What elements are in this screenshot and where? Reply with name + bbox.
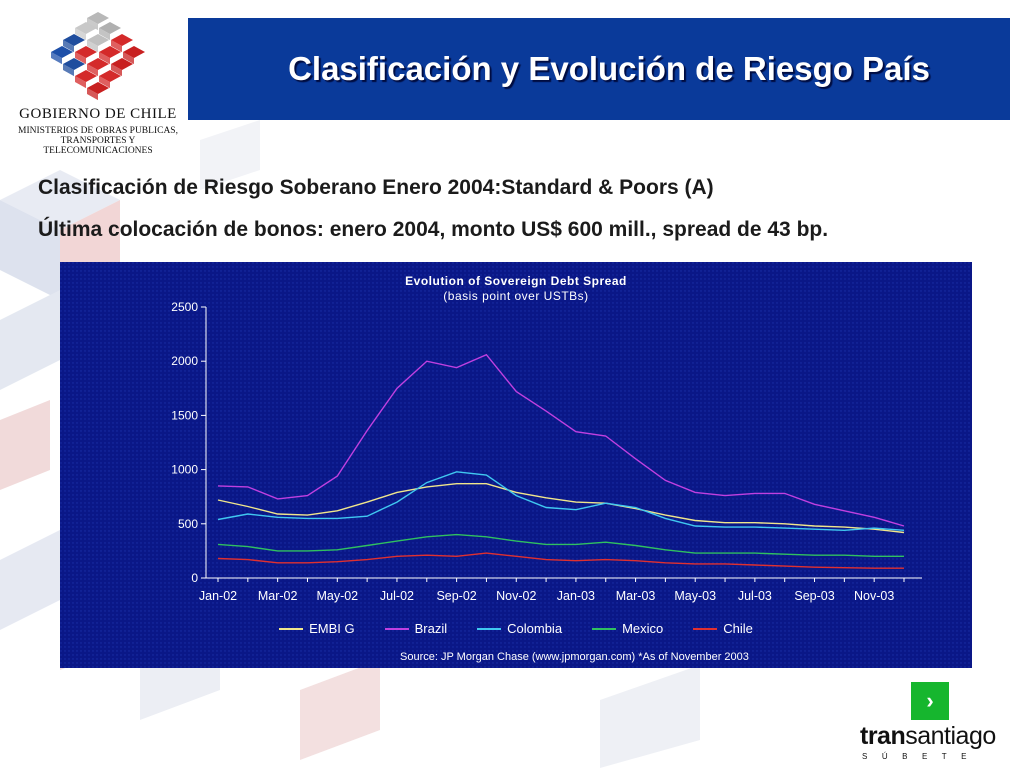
legend-item: Brazil (384, 621, 448, 636)
series-line-brazil (217, 353, 905, 527)
y-tick-label: 2000 (171, 354, 198, 368)
logo-cube-side (75, 52, 86, 65)
logo-cube (75, 45, 97, 59)
y-tick-label: 0 (191, 571, 198, 585)
series-line-chile (217, 552, 904, 569)
legend-label: Colombia (507, 621, 563, 636)
logo-cube-side (99, 52, 110, 65)
x-tick-label: Jan-03 (557, 589, 595, 603)
chart-source: Source: JP Morgan Chase (www.jpmorgan.co… (400, 651, 749, 663)
logo-cube (123, 45, 145, 59)
next-slide-button[interactable]: › (911, 682, 949, 720)
legend-item: Chile (693, 621, 753, 636)
logo-cube (111, 57, 133, 71)
logo-cube-side (111, 40, 122, 53)
logo-cube-side (87, 64, 98, 77)
legend-item: Mexico (592, 621, 663, 636)
y-tick-label: 1000 (171, 463, 198, 477)
logo-cube-side (111, 64, 122, 77)
logo-cube-side (99, 76, 110, 89)
x-tick-label: Sep-03 (794, 589, 834, 603)
legend-swatch (693, 627, 718, 630)
government-logo: GOBIERNO DE CHILE MINISTERIOS DE OBRAS P… (6, 10, 190, 160)
chevron-right-icon: › (926, 688, 934, 713)
logo-cube (51, 45, 73, 59)
cubes-emblem-icon (51, 11, 145, 101)
legend-swatch (592, 627, 617, 630)
y-tick-label: 1500 (171, 408, 198, 422)
legend-swatch (477, 627, 502, 630)
legend-label: Mexico (622, 621, 664, 636)
chart-legend: EMBI G Brazil Colombia Mexico Chile (60, 621, 972, 636)
logo-cube-side (87, 88, 98, 101)
x-tick-label: May-03 (674, 589, 716, 603)
chart-title: Evolution of Sovereign Debt Spread (405, 274, 627, 288)
legend-label: EMBI G (309, 621, 355, 636)
legend-label: Chile (723, 621, 753, 636)
y-tick-label: 2500 (171, 300, 198, 314)
logo-cube-side (99, 28, 110, 41)
logo-cube (99, 45, 121, 59)
y-tick-label: 500 (178, 517, 198, 531)
x-tick-label: Jul-02 (380, 589, 414, 603)
title-banner: Clasificación y Evolución de Riesgo País (188, 18, 1010, 120)
logo-cube-side (123, 52, 134, 65)
x-tick-label: May-02 (316, 589, 358, 603)
logo-cube (87, 57, 109, 71)
logo-cube-side (87, 40, 98, 53)
logo-cube-side (63, 40, 74, 53)
page-title: Clasificación y Evolución de Riesgo País (288, 50, 930, 87)
x-tick-label: Jul-03 (738, 589, 772, 603)
legend-swatch (279, 627, 304, 630)
series-line-colombia (217, 471, 905, 532)
ministry-line-1: MINISTERIOS DE OBRAS PUBLICAS, (18, 126, 178, 136)
rating-line: Clasificación de Riesgo Soberano Enero 2… (38, 176, 714, 199)
logo-cube (63, 57, 85, 71)
legend-label: Brazil (414, 621, 448, 636)
transantiago-logo: transantiago SÚBETE (860, 722, 996, 761)
x-tick-label: Mar-03 (616, 589, 656, 603)
brand-tagline: SÚBETE (862, 752, 982, 761)
x-tick-label: Sep-02 (436, 589, 476, 603)
brand-name-bold: tran (860, 722, 906, 750)
org-name: GOBIERNO DE CHILE (19, 106, 177, 122)
logo-cube-side (51, 52, 62, 65)
logo-cube-side (75, 76, 86, 89)
logo-cube (87, 11, 109, 25)
chart-subtitle: (basis point over USTBs) (443, 289, 589, 303)
legend-item: Colombia (477, 621, 562, 636)
series-line-mexico (217, 533, 904, 557)
series-line-embi-g (217, 482, 905, 534)
x-tick-label: Nov-02 (496, 589, 536, 603)
legend-swatch (384, 627, 409, 630)
logo-cube-side (63, 64, 74, 77)
legend-item: EMBI G (279, 621, 355, 636)
x-tick-label: Jan-02 (199, 589, 237, 603)
x-tick-label: Mar-02 (258, 589, 298, 603)
chart-plot: 0 500 1000 1500 2000 2500 Jan-02 Mar-02 May-02 Ju… (60, 262, 972, 668)
logo-cube-side (75, 28, 86, 41)
brand-name-rest: santiago (905, 722, 996, 750)
chart-background (60, 262, 972, 668)
spread-chart: 0 500 1000 1500 2000 2500 Jan-02 Mar-02 May-02 Ju… (60, 262, 972, 668)
ministry-line-2: TRANSPORTES Y (60, 136, 136, 146)
bond-line: Última colocación de bonos: enero 2004, … (38, 218, 829, 241)
x-tick-label: Nov-03 (854, 589, 894, 603)
ministry-line-3: TELECOMUNICACIONES (43, 146, 153, 156)
